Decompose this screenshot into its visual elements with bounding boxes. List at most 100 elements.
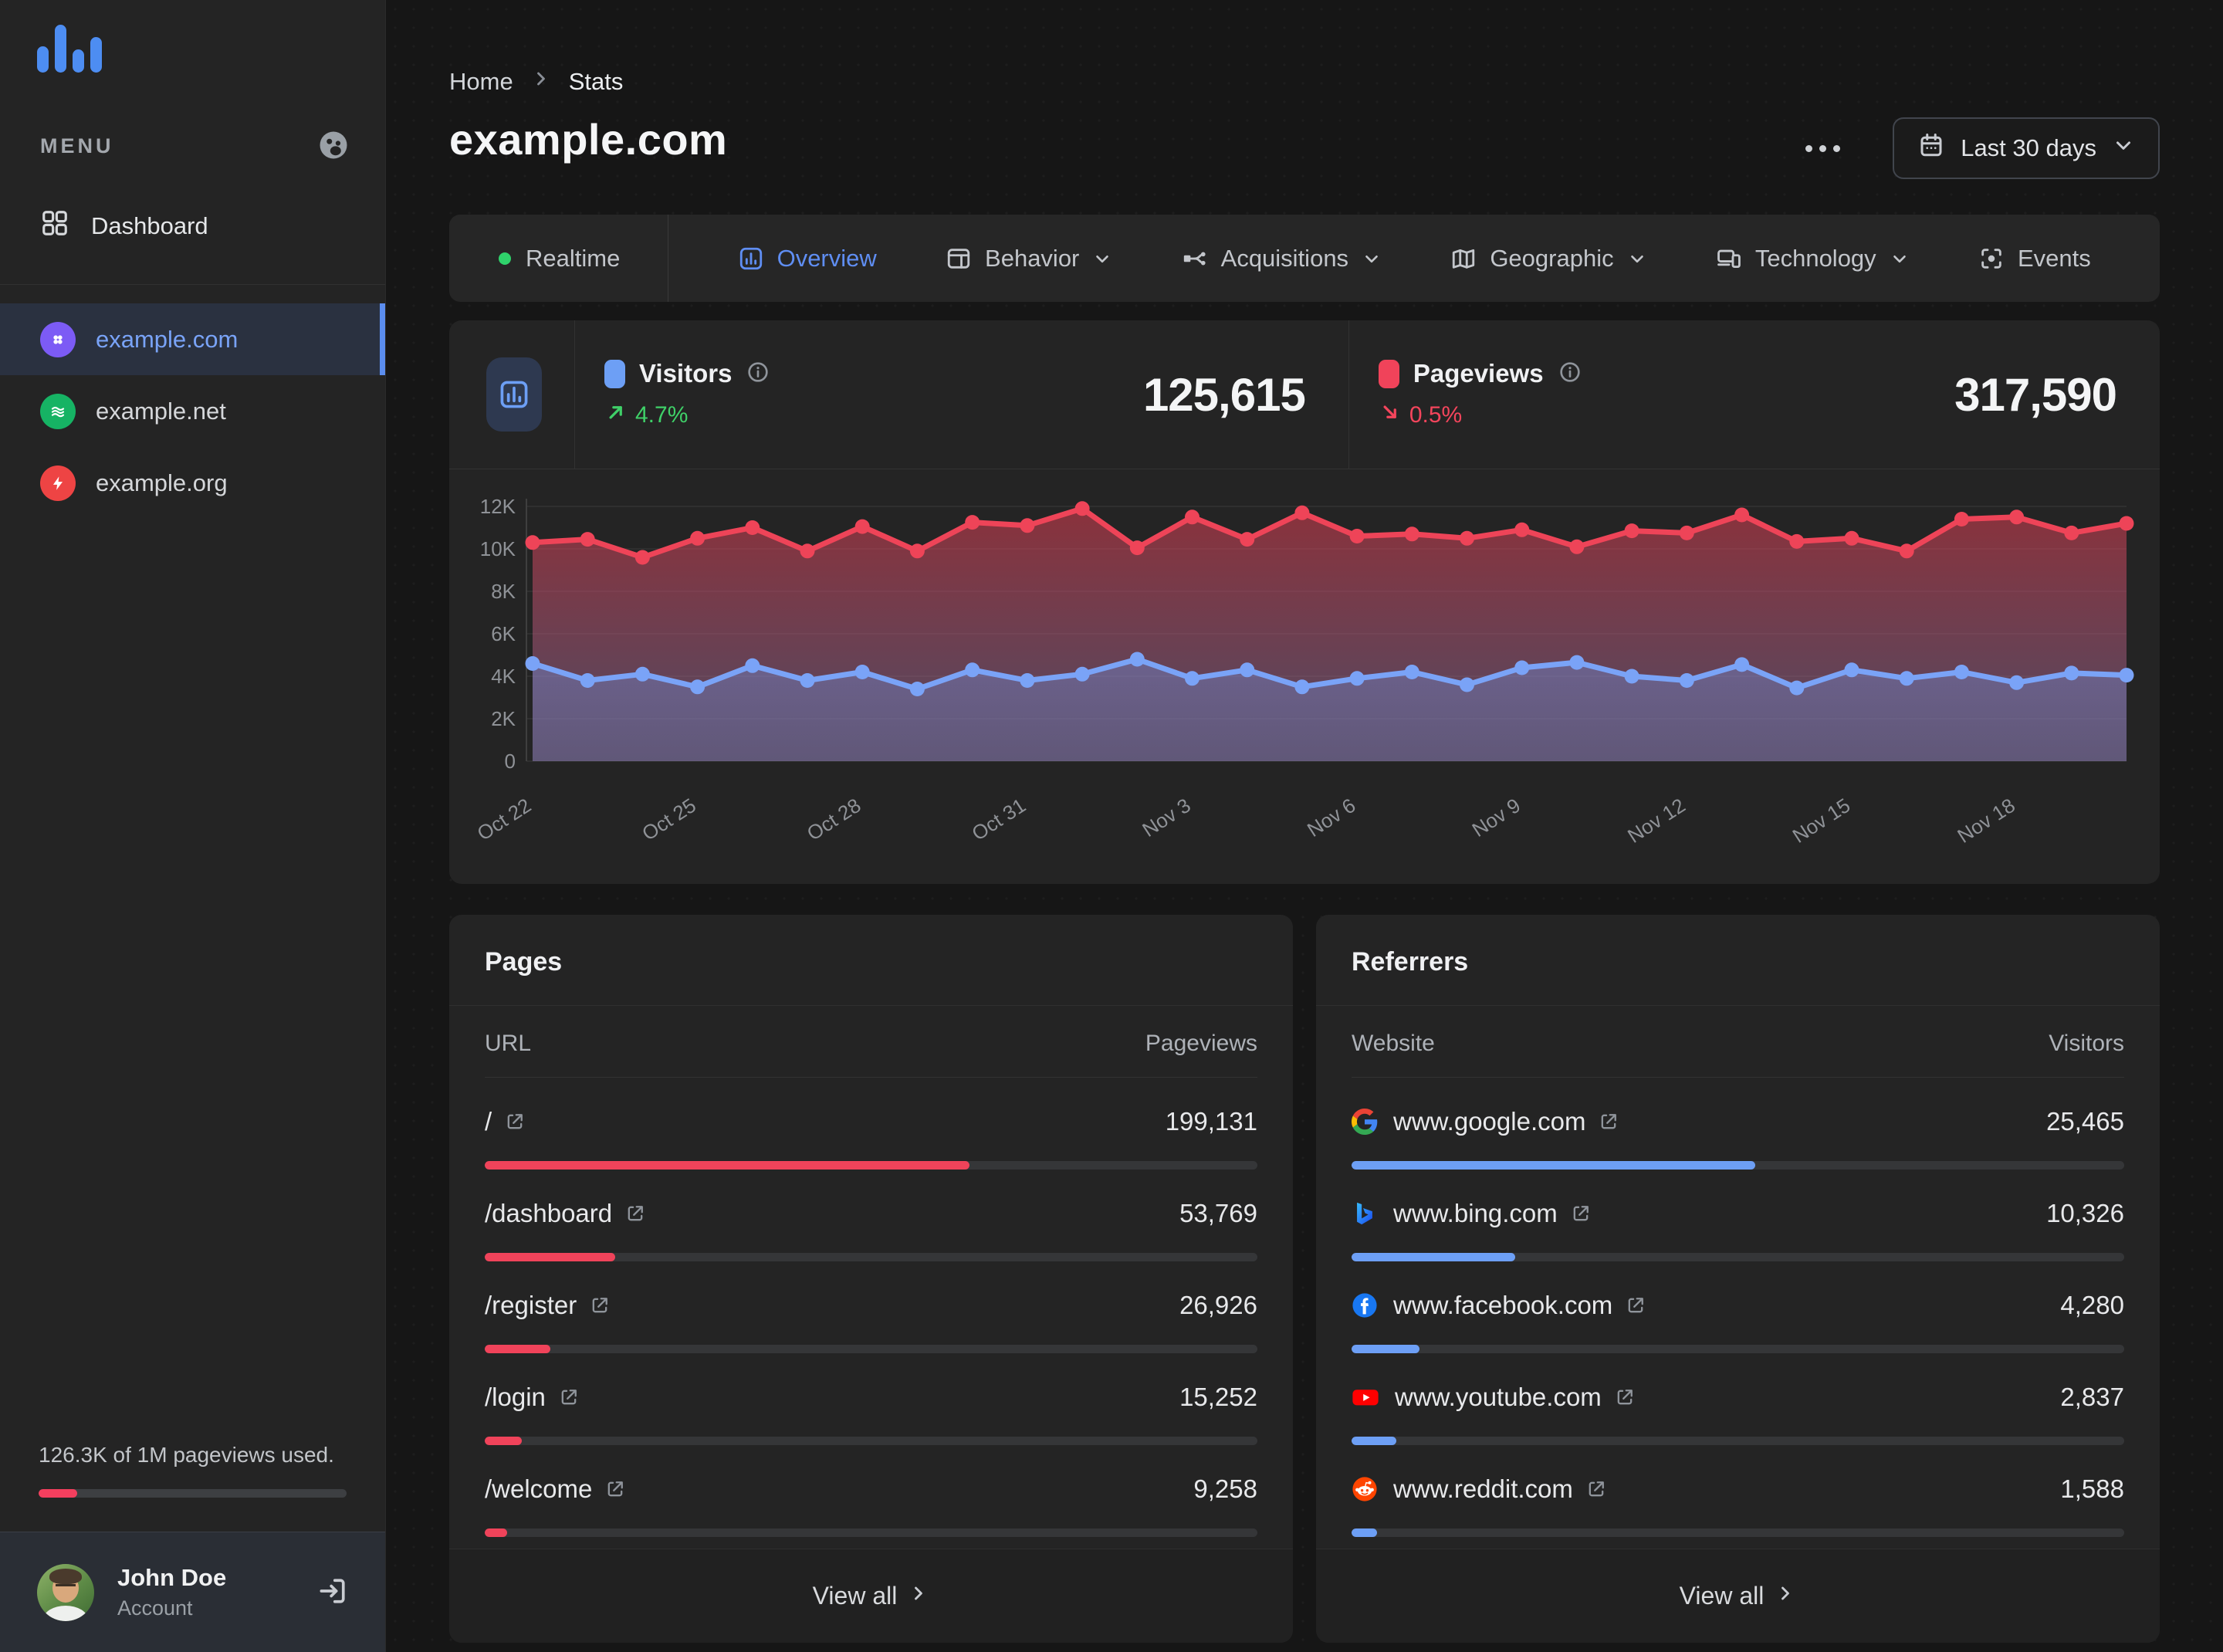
row-progressbar	[485, 1345, 1257, 1353]
behavior-icon	[946, 245, 972, 272]
events-icon	[1978, 245, 2005, 272]
row-label: www.google.com	[1393, 1107, 1586, 1136]
table-row: /welcome 9,258	[485, 1445, 1257, 1537]
date-range-button[interactable]: Last 30 days	[1893, 117, 2160, 179]
referrers-view-all-button[interactable]: View all	[1316, 1549, 2160, 1643]
tab-label: Acquisitions	[1220, 244, 1349, 272]
site-waves-icon	[40, 393, 76, 429]
svg-text:Oct 25: Oct 25	[638, 794, 700, 845]
sidebar-site-example.org[interactable]: example.org	[0, 447, 385, 519]
bing-favicon-icon	[1352, 1200, 1378, 1227]
svg-text:Nov 6: Nov 6	[1303, 794, 1359, 841]
table-row: / 199,131	[485, 1078, 1257, 1170]
tab-behavior[interactable]: Behavior	[946, 215, 1112, 302]
external-link-icon[interactable]	[504, 1111, 526, 1132]
visitors-swatch	[604, 359, 625, 388]
sidebar-item-dashboard[interactable]: Dashboard	[0, 199, 385, 253]
usage-text: 126.3K of 1M pageviews used.	[39, 1443, 334, 1467]
chevron-down-icon	[1890, 249, 1910, 269]
trend-up-icon	[604, 401, 628, 430]
date-range-label: Last 30 days	[1961, 134, 2096, 161]
external-link-icon[interactable]	[1625, 1295, 1646, 1316]
svg-text:Oct 31: Oct 31	[968, 794, 1030, 845]
row-value: 4,280	[2060, 1291, 2124, 1319]
row-progressbar	[1352, 1345, 2124, 1353]
site-label: example.com	[96, 325, 239, 353]
overview-icon	[738, 245, 764, 272]
site-label: example.net	[96, 397, 226, 425]
svg-text:Oct 28: Oct 28	[803, 794, 865, 845]
svg-text:Nov 18: Nov 18	[1953, 794, 2018, 848]
row-label: www.reddit.com	[1393, 1474, 1573, 1503]
logout-icon	[316, 1574, 350, 1610]
external-link-icon[interactable]	[1570, 1203, 1592, 1224]
site-list: example.com example.net example.org	[0, 303, 385, 519]
referrers-col-visitors: Visitors	[2049, 1031, 2124, 1056]
svg-text:Nov 15: Nov 15	[1788, 794, 1854, 848]
row-value: 25,465	[2046, 1107, 2124, 1136]
svg-text:4K: 4K	[491, 665, 516, 688]
svg-text:0: 0	[505, 750, 516, 773]
sidebar-site-example.com[interactable]: example.com	[0, 303, 385, 375]
external-link-icon[interactable]	[1614, 1386, 1636, 1408]
header-actions: Last 30 days	[1798, 117, 2160, 179]
site-clover-icon	[40, 321, 76, 357]
tab-label: Events	[2017, 244, 2091, 272]
table-row: www.reddit.com 1,588	[1352, 1445, 2124, 1537]
tab-bar: Realtime Overview Behavior Acquisitions …	[449, 215, 2160, 302]
row-value: 26,926	[1179, 1291, 1257, 1319]
table-row: www.bing.com 10,326	[1352, 1170, 2124, 1261]
table-row: www.youtube.com 2,837	[1352, 1353, 2124, 1445]
external-link-icon[interactable]	[604, 1478, 626, 1500]
visitors-label: Visitors	[639, 359, 733, 388]
tab-overview[interactable]: Overview	[738, 215, 877, 302]
info-icon[interactable]	[746, 360, 770, 388]
sidebar-site-example.net[interactable]: example.net	[0, 375, 385, 447]
dashboard-icon	[40, 208, 69, 244]
pages-card-title: Pages	[449, 915, 1293, 1006]
row-progressbar	[1352, 1253, 2124, 1261]
tab-label: Behavior	[985, 244, 1080, 272]
pageviews-metric: Pageviews 0.5%	[1378, 359, 1582, 430]
sidebar-divider	[0, 284, 385, 285]
table-row: www.google.com 25,465	[1352, 1078, 2124, 1170]
pages-col-pageviews: Pageviews	[1145, 1031, 1257, 1056]
info-icon[interactable]	[1558, 360, 1582, 388]
theme-toggle-button[interactable]	[317, 129, 350, 164]
pages-view-all-button[interactable]: View all	[449, 1549, 1293, 1643]
facebook-favicon-icon	[1352, 1292, 1378, 1319]
external-link-icon[interactable]	[1598, 1111, 1619, 1132]
row-label: /login	[485, 1383, 546, 1411]
page-title: example.com	[449, 115, 728, 164]
external-link-icon[interactable]	[589, 1295, 611, 1316]
external-link-icon[interactable]	[624, 1203, 646, 1224]
tab-events[interactable]: Events	[1978, 215, 2091, 302]
row-label: /	[485, 1107, 492, 1136]
svg-text:12K: 12K	[480, 495, 516, 518]
breadcrumb-home[interactable]: Home	[449, 68, 513, 95]
menu-header: MENU	[0, 129, 385, 164]
tab-realtime[interactable]: Realtime	[449, 215, 668, 302]
external-link-icon[interactable]	[1585, 1478, 1607, 1500]
geographic-icon	[1450, 245, 1477, 272]
external-link-icon[interactable]	[558, 1386, 580, 1408]
chevron-right-icon	[908, 1582, 929, 1610]
pages-col-url: URL	[485, 1031, 532, 1056]
more-button[interactable]	[1798, 137, 1848, 160]
tab-label: Overview	[777, 244, 877, 272]
row-value: 199,131	[1165, 1107, 1257, 1136]
pageviews-delta: 0.5%	[1379, 401, 1582, 430]
logout-button[interactable]	[316, 1574, 350, 1610]
calendar-icon	[1917, 131, 1945, 165]
visitors-value: 125,615	[1142, 368, 1306, 421]
row-value: 10,326	[2046, 1199, 2124, 1227]
ellipsis-icon	[1805, 144, 1813, 152]
tab-geographic[interactable]: Geographic	[1450, 215, 1646, 302]
row-value: 53,769	[1179, 1199, 1257, 1227]
tab-acquisitions[interactable]: Acquisitions	[1182, 215, 1382, 302]
tab-technology[interactable]: Technology	[1716, 215, 1910, 302]
svg-text:6K: 6K	[491, 622, 516, 645]
row-label: /register	[485, 1291, 577, 1319]
account-section[interactable]: John Doe Account	[0, 1532, 385, 1652]
